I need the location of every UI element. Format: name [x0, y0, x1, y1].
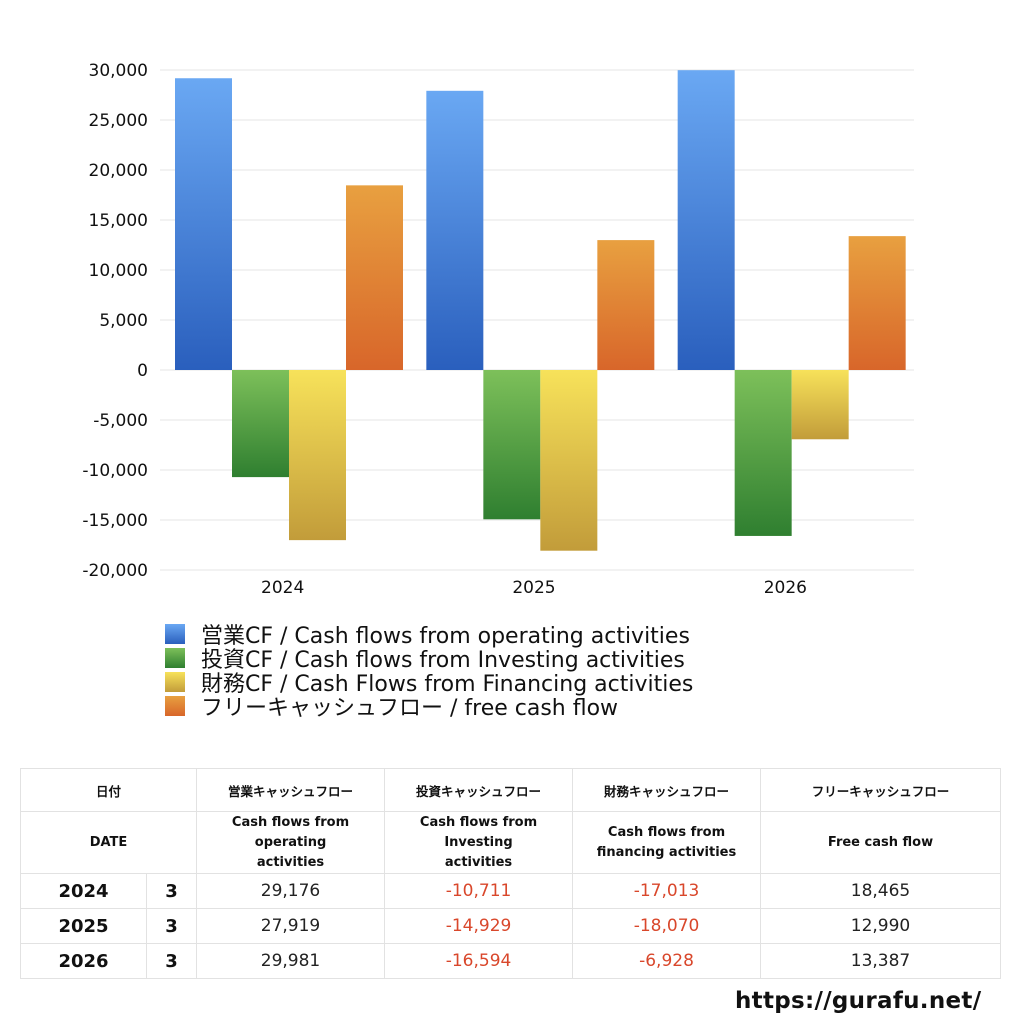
- legend-swatch-financing: [165, 672, 185, 692]
- header-financing-en: Cash flows from financing activities: [572, 811, 762, 874]
- header-investing-en: Cash flows from Investing activities: [384, 811, 574, 874]
- x-tick-label: 2026: [764, 578, 807, 598]
- header-free-cash-flow-jp: フリーキャッシュフロー: [760, 768, 1002, 812]
- y-tick-label: -10,000: [82, 461, 148, 481]
- legend-swatch-free-cash-flow: [165, 696, 185, 716]
- bar-financing: [289, 370, 346, 541]
- cell-free-cash-flow: 12,990: [760, 908, 1002, 944]
- y-tick-label: 30,000: [89, 61, 148, 81]
- header-investing-en-text: Cash flows from Investing activities: [419, 814, 538, 870]
- cash-flow-table: 日付 営業キャッシュフロー 投資キャッシュフロー 財務キャッシュフロー フリーキ…: [19, 768, 1002, 979]
- cell-operating: 29,981: [196, 943, 386, 979]
- bar-operating: [426, 90, 484, 370]
- bar-free-cash-flow: [346, 185, 403, 370]
- legend-item-financing: 財務CF / Cash Flows from Financing activit…: [165, 670, 693, 697]
- table-row: 2024 3 29,176 -10,711 -17,013 18,465: [20, 873, 1002, 909]
- x-tick-label: 2024: [261, 578, 304, 598]
- row-month: 3: [145, 943, 198, 979]
- cash-flow-bar-chart: 30,000 25,000 20,000 15,000 10,000 5,000 0 -5,0…: [82, 61, 914, 598]
- legend-item-investing: 投資CF / Cash flows from Investing activit…: [165, 646, 693, 673]
- header-operating-en: Cash flows from operating activities: [196, 811, 386, 874]
- cell-financing: -6,928: [572, 943, 762, 979]
- cell-financing: -17,013: [572, 873, 762, 909]
- bar-operating: [677, 70, 735, 370]
- header-date-jp: 日付: [19, 768, 198, 812]
- cell-operating: 27,919: [196, 908, 386, 944]
- legend-item-free-cash-flow: フリーキャッシュフロー / free cash flow: [165, 694, 693, 721]
- y-tick-label: 15,000: [89, 211, 148, 231]
- legend-swatch-investing: [165, 648, 185, 668]
- header-date-en: DATE: [19, 811, 198, 874]
- y-tick-label: 0: [137, 361, 148, 381]
- cell-operating: 29,176: [196, 873, 386, 909]
- table-row: 2026 3 29,981 -16,594 -6,928 13,387: [20, 943, 1002, 979]
- legend-label: 営業CF / Cash flows from operating activit…: [201, 624, 690, 649]
- y-tick-label: -5,000: [93, 411, 148, 431]
- cell-free-cash-flow: 18,465: [760, 873, 1002, 909]
- row-year: 2025: [20, 908, 147, 944]
- header-financing-jp: 財務キャッシュフロー: [572, 768, 762, 812]
- y-tick-label: -15,000: [82, 511, 148, 531]
- x-tick-label: 2025: [512, 578, 555, 598]
- y-tick-label: 20,000: [89, 161, 148, 181]
- bar-financing: [791, 370, 849, 440]
- y-tick-label: 25,000: [89, 111, 148, 131]
- header-operating-en-text: Cash flows from operating activities: [231, 814, 350, 870]
- row-month: 3: [145, 908, 198, 944]
- chart-legend: 営業CF / Cash flows from operating activit…: [165, 622, 693, 721]
- cell-investing: -16,594: [384, 943, 574, 979]
- source-url-link[interactable]: https://gurafu.net/: [735, 988, 982, 1014]
- bar-free-cash-flow: [597, 240, 655, 370]
- cell-investing: -14,929: [384, 908, 574, 944]
- bar-investing: [483, 370, 541, 520]
- cell-financing: -18,070: [572, 908, 762, 944]
- legend-label: フリーキャッシュフロー / free cash flow: [201, 696, 619, 721]
- bar-financing: [540, 370, 598, 551]
- y-tick-label: -20,000: [82, 561, 148, 581]
- legend-item-operating: 営業CF / Cash flows from operating activit…: [165, 622, 693, 649]
- table-row: 2025 3 27,919 -14,929 -18,070 12,990: [20, 908, 1002, 944]
- row-month: 3: [145, 873, 198, 909]
- header-investing-jp: 投資キャッシュフロー: [384, 768, 574, 812]
- cell-investing: -10,711: [384, 873, 574, 909]
- y-tick-label: 5,000: [99, 311, 148, 331]
- cell-free-cash-flow: 13,387: [760, 943, 1002, 979]
- header-operating-jp: 営業キャッシュフロー: [196, 768, 386, 812]
- row-year: 2024: [20, 873, 147, 909]
- y-tick-label: 10,000: [89, 261, 148, 281]
- bar-investing: [232, 370, 289, 478]
- header-free-cash-flow-en: Free cash flow: [760, 811, 1002, 874]
- table-header-row-jp: 日付 営業キャッシュフロー 投資キャッシュフロー 財務キャッシュフロー フリーキ…: [19, 768, 1002, 812]
- row-year: 2026: [20, 943, 147, 979]
- legend-label: 財務CF / Cash Flows from Financing activit…: [201, 672, 694, 697]
- legend-label: 投資CF / Cash flows from Investing activit…: [201, 648, 685, 673]
- table-header-row-en: DATE Cash flows from operating activitie…: [19, 811, 1002, 874]
- bar-free-cash-flow: [848, 236, 906, 370]
- bar-operating: [175, 78, 232, 371]
- header-financing-en-text: Cash flows from financing activities: [596, 824, 737, 860]
- legend-swatch-operating: [165, 624, 185, 644]
- bar-investing: [734, 370, 792, 536]
